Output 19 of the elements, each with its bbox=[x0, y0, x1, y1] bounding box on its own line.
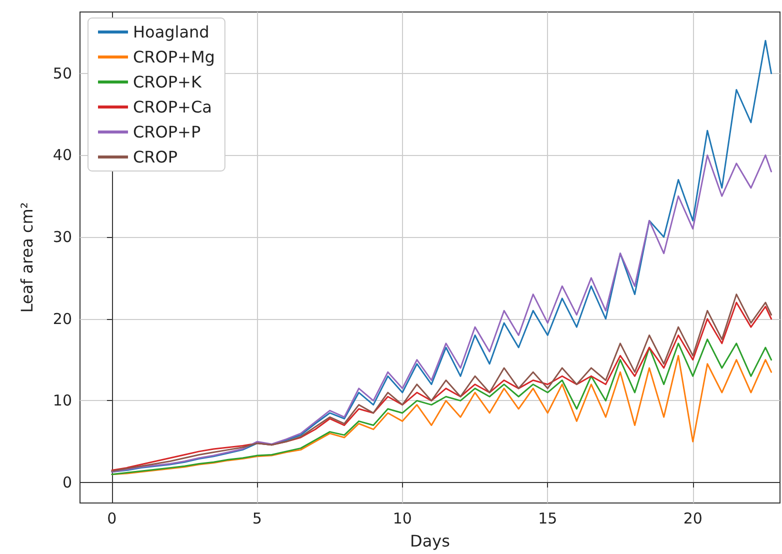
y-tick-label: 10 bbox=[52, 392, 72, 410]
legend-label: Hoagland bbox=[133, 22, 210, 42]
x-tick-label: 5 bbox=[252, 510, 262, 528]
y-tick-label: 0 bbox=[62, 474, 72, 492]
y-axis-title: Leaf area cm² bbox=[18, 202, 36, 313]
legend-label: CROP+Mg bbox=[133, 48, 215, 66]
x-tick-label: 15 bbox=[538, 510, 558, 528]
x-tick-label: 10 bbox=[392, 510, 412, 528]
legend-label: CROP+K bbox=[133, 72, 202, 92]
y-tick-label: 20 bbox=[52, 310, 72, 328]
y-tick-label: 40 bbox=[52, 146, 72, 164]
y-tick-label: 50 bbox=[52, 64, 72, 82]
legend-label: CROP+P bbox=[133, 122, 201, 142]
x-tick-label: 20 bbox=[683, 510, 702, 528]
legend-label: CROP bbox=[133, 148, 178, 166]
legend-label: CROP+Ca bbox=[133, 98, 212, 116]
x-tick-label: 0 bbox=[107, 510, 117, 528]
y-tick-label: 30 bbox=[52, 228, 72, 246]
x-axis-title: Days bbox=[410, 532, 450, 550]
